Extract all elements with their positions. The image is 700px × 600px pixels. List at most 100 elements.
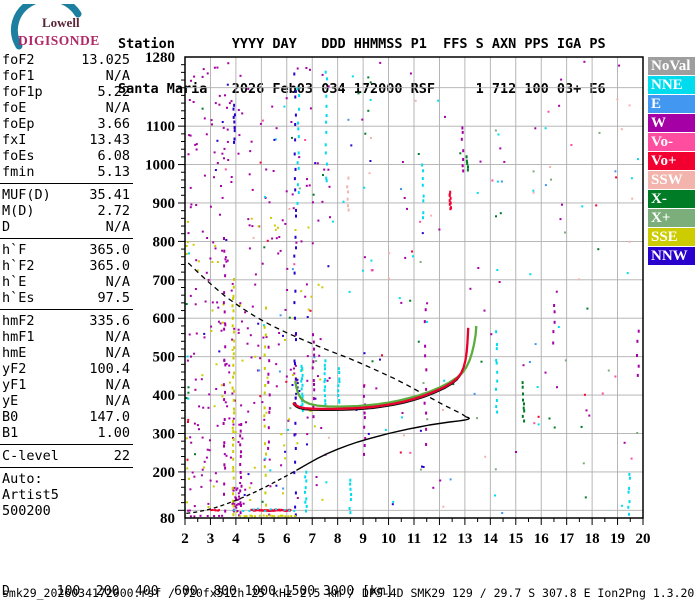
param-row-fmin: fmin 5.13	[0, 164, 133, 180]
distance-row: D 100 200 400 600 800 1000 1500 3000 [km…	[2, 584, 394, 599]
y-axis-label-80: 80	[160, 511, 175, 527]
y-axis-label-800: 800	[153, 234, 176, 250]
x-axis-label-8: 8	[334, 531, 342, 547]
panel-separator	[0, 238, 133, 239]
station-header: Station YYYY DAY DDD HHMMSS P1 FFS S AXN…	[118, 7, 606, 127]
param-label: foF2	[2, 52, 35, 68]
param-label: fxI	[2, 132, 27, 148]
param-value: 22	[113, 448, 130, 464]
param-row-fxi: fxI 13.43	[0, 132, 133, 148]
param-value: 100.4	[89, 361, 130, 377]
echo-direction-legend: NoVal NNE E W Vo- Vo+ SSW X- X+ SSE NNW	[648, 57, 695, 266]
y-axis-label-300: 300	[153, 426, 176, 442]
axis-labels: 1280 1100 1000 900 800 700 600 500 400 300 200 80 2 3…	[145, 50, 651, 547]
plot-gridlines	[185, 57, 643, 518]
param-label: hmF1	[2, 329, 35, 345]
x-axis-label-13: 13	[457, 531, 472, 547]
x-axis-label-17: 17	[559, 531, 575, 547]
param-label: h`Es	[2, 290, 35, 306]
param-label: yF1	[2, 377, 27, 393]
o-mode-trace	[292, 327, 470, 411]
param-row-hf2: h`F2 365.0	[0, 258, 133, 274]
param-value: 2.72	[97, 203, 130, 219]
legend-item-sse: SSE	[648, 228, 695, 246]
x-axis-label-14: 14	[483, 531, 499, 547]
param-value: N/A	[105, 393, 130, 409]
param-label: hmE	[2, 345, 27, 361]
autoscaling-info-line: Auto:	[2, 471, 43, 487]
param-label: MUF(D)	[2, 187, 51, 203]
y-axis-label-1000: 1000	[145, 158, 175, 174]
param-label: D	[2, 219, 11, 235]
param-value: 5.22	[97, 84, 130, 100]
x-axis-label-11: 11	[407, 531, 421, 547]
param-value: N/A	[105, 274, 130, 290]
legend-item-vo: Vo+	[648, 152, 695, 170]
legend-item-x: X+	[648, 209, 695, 227]
header-station-values: Santa Maria 2026 Feb03 034 172000 RSF 1 …	[118, 81, 606, 97]
param-row-foep: foEp 3.66	[0, 116, 133, 132]
x-axis-label-12: 12	[432, 531, 447, 547]
x-axis-label-7: 7	[308, 531, 316, 547]
param-value: N/A	[105, 68, 130, 84]
y-axis-label-600: 600	[153, 311, 176, 327]
legend-item-e: E	[648, 95, 695, 113]
x-mode-trace	[294, 325, 478, 408]
x-axis-label-18: 18	[585, 531, 600, 547]
param-value: 365.0	[89, 242, 130, 258]
x-axis-label-15: 15	[508, 531, 523, 547]
param-label: C-level	[2, 448, 59, 464]
param-row-ye: yE N/A	[0, 393, 133, 409]
legend-item-nnw: NNW	[648, 247, 695, 265]
param-label: yF2	[2, 361, 27, 377]
legend-item-x: X-	[648, 190, 695, 208]
param-value: 97.5	[97, 290, 130, 306]
param-label: h`E	[2, 274, 27, 290]
param-value: 5.13	[97, 164, 130, 180]
header-column-titles: Station YYYY DAY DDD HHMMSS P1 FFS S AXN…	[118, 36, 606, 52]
y-axis-label-1100: 1100	[146, 119, 175, 135]
param-row-yf1: yF1 N/A	[0, 377, 133, 393]
x-axis-label-5: 5	[258, 531, 266, 547]
param-row-hmf2: hmF2 335.6	[0, 313, 133, 329]
legend-item-nne: NNE	[648, 76, 695, 94]
y-axis-label-1280: 1280	[145, 50, 175, 66]
logo-lowell-text: Lowell	[42, 15, 80, 30]
param-label: fmin	[2, 164, 35, 180]
param-value: 3.66	[97, 116, 130, 132]
param-row-fof1: foF1 N/A	[0, 68, 133, 84]
param-row-mufd: MUF(D) 35.41	[0, 187, 133, 203]
param-label: h`F2	[2, 258, 35, 274]
param-value: 13.025	[81, 52, 130, 68]
param-label: hmF2	[2, 313, 35, 329]
true-height-profile	[296, 416, 470, 471]
y-axis-label-500: 500	[153, 350, 176, 366]
panel-separator	[0, 309, 133, 310]
legend-item-ssw: SSW	[648, 171, 695, 189]
x-axis-label-19: 19	[610, 531, 625, 547]
param-value: N/A	[105, 219, 130, 235]
param-label: foEp	[2, 116, 35, 132]
param-value: 35.41	[89, 187, 130, 203]
legend-item-noval: NoVal	[648, 57, 695, 75]
param-label: foEs	[2, 148, 35, 164]
y-axis-label-400: 400	[153, 388, 176, 404]
param-value: 365.0	[89, 258, 130, 274]
param-value: 1.00	[97, 425, 130, 441]
param-value: N/A	[105, 345, 130, 361]
param-row-md: M(D) 2.72	[0, 203, 133, 219]
legend-item-w: W	[648, 114, 695, 132]
sub-fmin-profile-dashed	[186, 469, 298, 515]
param-row-clevel: C-level 22	[0, 448, 133, 464]
logo-digisonde-text: DIGISONDE	[18, 33, 100, 48]
param-label: M(D)	[2, 203, 35, 219]
autoscaling-info-line: Artist5	[2, 487, 59, 503]
x-axis-label-2: 2	[181, 531, 189, 547]
param-row-hmf1: hmF1 N/A	[0, 329, 133, 345]
param-value: 13.43	[89, 132, 130, 148]
param-row-he: h`E N/A	[0, 274, 133, 290]
param-label: yE	[2, 393, 19, 409]
y-axis-label-700: 700	[153, 273, 176, 289]
param-value: 335.6	[89, 313, 130, 329]
